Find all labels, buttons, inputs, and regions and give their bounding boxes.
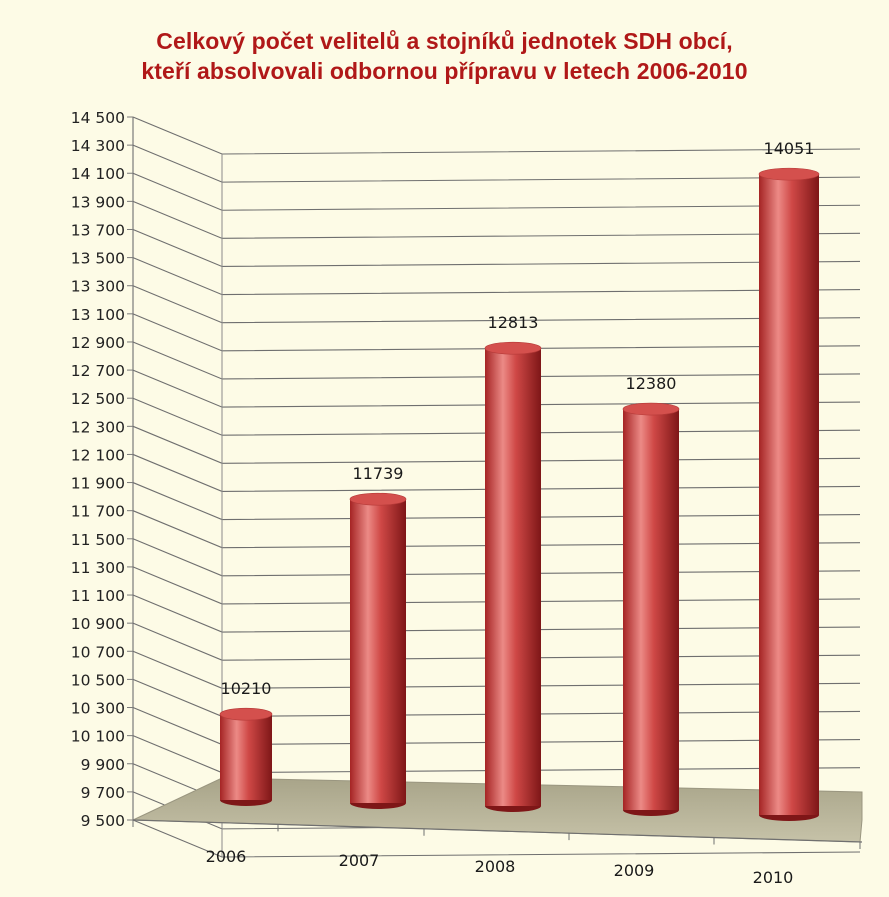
bar-body [759, 174, 819, 815]
chart-title: Celkový počet velitelů a stojníků jednot… [156, 28, 733, 54]
bar [758, 167, 820, 821]
data-label: 12380 [626, 374, 677, 393]
data-label: 10210 [221, 679, 272, 698]
bar-top [622, 402, 680, 416]
x-tick-label: 2006 [206, 847, 247, 866]
bar [622, 402, 680, 816]
gridline [132, 228, 861, 268]
y-tick-label: 14 500 [71, 109, 125, 127]
y-tick-label: 12 700 [71, 362, 125, 380]
y-tick-label: 13 700 [71, 221, 125, 239]
bar-top [758, 167, 820, 181]
x-axis-line [132, 819, 863, 843]
gridline [132, 172, 861, 211]
y-tick-label: 13 900 [71, 193, 125, 211]
y-tick-label: 10 900 [71, 615, 125, 633]
chart-subtitle: kteří absolvovali odbornou přípravu v le… [141, 58, 748, 84]
y-tick-label: 9 500 [81, 812, 125, 830]
data-label: 12813 [488, 313, 539, 332]
x-tick-label: 2008 [475, 857, 516, 876]
gridline [132, 257, 861, 296]
gridline [132, 200, 861, 239]
y-tick-label: 12 900 [71, 334, 125, 352]
gridline [132, 116, 861, 155]
y-tick-label: 11 700 [71, 503, 125, 521]
bar-top [484, 341, 542, 355]
y-tick-label: 11 900 [71, 475, 125, 493]
y-tick-label: 13 100 [71, 306, 125, 324]
y-tick-label: 14 300 [71, 137, 125, 155]
y-tick-label: 13 500 [71, 250, 125, 268]
x-tick-label: 2010 [753, 868, 794, 887]
y-tick-label: 11 300 [71, 559, 125, 577]
y-tick-label: 9 900 [81, 756, 125, 774]
x-tick-label: 2009 [614, 861, 655, 880]
bar [484, 341, 542, 812]
y-tick-label: 11 500 [71, 531, 125, 549]
data-label: 11739 [353, 464, 404, 483]
bar [219, 707, 273, 806]
y-tick-label: 12 300 [71, 418, 125, 436]
gridline [132, 144, 861, 183]
y-tick-label: 12 500 [71, 390, 125, 408]
bar-body [623, 409, 679, 810]
bar-top [349, 492, 407, 506]
y-tick-label: 10 100 [71, 728, 125, 746]
bar-body [220, 714, 272, 800]
y-tick-label: 13 300 [71, 278, 125, 296]
y-tick-label: 10 700 [71, 643, 125, 661]
y-tick-label: 10 300 [71, 700, 125, 718]
bar-body [350, 499, 406, 803]
y-tick-label: 11 100 [71, 587, 125, 605]
bar-top [219, 707, 273, 721]
x-tick-label: 2007 [339, 851, 380, 870]
y-tick-label: 12 100 [71, 446, 125, 464]
bar-body [485, 348, 541, 806]
data-label: 14051 [764, 139, 815, 158]
y-tick-label: 9 700 [81, 784, 125, 802]
bar [349, 492, 407, 809]
y-tick-label: 10 500 [71, 671, 125, 689]
y-tick-label: 14 100 [71, 165, 125, 183]
